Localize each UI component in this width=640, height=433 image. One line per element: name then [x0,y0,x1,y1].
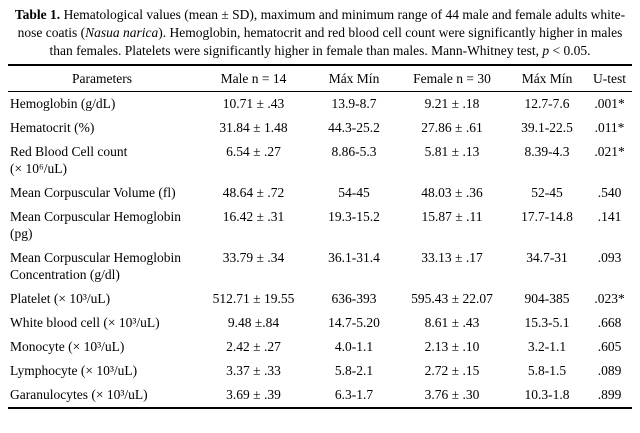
u-test-cell: .023* [594,291,625,306]
table-row: White blood cell (× 10³/uL) 9.48 ±.84 14… [8,311,632,335]
caption-text-2: ). Hemoglobin, hematocrit and red blood … [49,25,623,58]
parameter-cell: Red Blood Cell count (× 10⁶/uL) [10,144,128,176]
parameter-cell: Mean Corpuscular Volume (fl) [10,185,176,200]
female-range-cell: 39.1-22.5 [521,120,573,135]
table-body: Hemoglobin (g/dL) 10.71 ± .43 13.9-8.7 9… [8,92,632,409]
male-range-cell: 54-45 [338,185,370,200]
parameter-cell: Mean Corpuscular Hemoglobin (pg) [10,209,181,241]
header-male: Male n = 14 [196,65,311,92]
male-mean-cell: 6.54 ± .27 [226,144,281,159]
header-female: Female n = 30 [397,65,507,92]
male-range-cell: 36.1-31.4 [328,250,380,265]
female-mean-cell: 48.03 ± .36 [421,185,483,200]
male-mean-cell: 16.42 ± .31 [222,209,285,224]
female-mean-cell: 8.61 ± .43 [424,315,480,330]
male-mean-cell: 512.71 ± 19.55 [212,291,295,306]
male-range-cell: 6.3-1.7 [334,387,374,402]
male-mean-cell: 31.84 ± 1.48 [219,120,288,135]
table-row: Monocyte (× 10³/uL) 2.42 ± .27 4.0-1.1 2… [8,335,632,359]
male-mean-cell: 2.42 ± .27 [226,339,281,354]
header-female-max-min: Máx Mín [507,65,587,92]
female-mean-cell: 9.21 ± .18 [424,96,480,111]
male-mean-cell: 48.64 ± .72 [222,185,285,200]
u-test-cell: .089 [597,363,622,378]
u-test-cell: .605 [597,339,622,354]
table-row: Mean Corpuscular Hemoglobin Concentratio… [8,246,632,287]
female-mean-cell: 27.86 ± .61 [421,120,483,135]
u-test-cell: .668 [597,315,622,330]
parameter-cell: Hemoglobin (g/dL) [10,96,116,111]
female-mean-cell: 33.13 ± .17 [421,250,483,265]
female-mean-cell: 15.87 ± .11 [421,209,483,224]
caption-p-symbol: p [542,43,550,58]
parameter-cell: Monocyte (× 10³/uL) [10,339,125,354]
parameter-cell: White blood cell (× 10³/uL) [10,315,160,330]
header-u-test: U-test [587,65,632,92]
header-parameters: Parameters [8,65,196,92]
table-row: Platelet (× 10³/uL) 512.71 ± 19.55 636-3… [8,287,632,311]
male-range-cell: 14.7-5.20 [328,315,380,330]
table-row: Hemoglobin (g/dL) 10.71 ± .43 13.9-8.7 9… [8,92,632,117]
caption-species-name: Nasua narica [85,25,159,40]
male-mean-cell: 3.37 ± .33 [226,363,281,378]
caption-table-number: Table 1. [14,7,61,22]
male-range-cell: 19.3-15.2 [328,209,380,224]
male-range-cell: 636-393 [331,291,377,306]
female-mean-cell: 2.72 ± .15 [424,363,480,378]
female-range-cell: 10.3-1.8 [524,387,570,402]
table-caption: Table 1. Hematological values (mean ± SD… [13,6,627,64]
female-mean-cell: 3.76 ± .30 [424,387,480,402]
female-range-cell: 8.39-4.3 [524,144,570,159]
female-mean-cell: 2.13 ± .10 [424,339,480,354]
parameter-cell: Platelet (× 10³/uL) [10,291,111,306]
male-mean-cell: 3.69 ± .39 [226,387,281,402]
u-test-cell: .011* [594,120,625,135]
female-range-cell: 12.7-7.6 [524,96,570,111]
u-test-cell: .141 [597,209,622,224]
male-range-cell: 4.0-1.1 [334,339,374,354]
table-row: Garanulocytes (× 10³/uL) 3.69 ± .39 6.3-… [8,383,632,408]
male-mean-cell: 10.71 ± .43 [222,96,285,111]
u-test-cell: .001* [594,96,625,111]
male-mean-cell: 9.48 ±.84 [227,315,280,330]
table-row: Red Blood Cell count (× 10⁶/uL) 6.54 ± .… [8,140,632,181]
parameter-cell: Mean Corpuscular Hemoglobin Concentratio… [10,250,181,282]
male-range-cell: 44.3-25.2 [328,120,380,135]
male-mean-cell: 33.79 ± .34 [222,250,285,265]
female-mean-cell: 5.81 ± .13 [424,144,480,159]
parameter-cell: Lymphocyte (× 10³/uL) [10,363,138,378]
u-test-cell: .021* [594,144,625,159]
female-mean-cell: 595.43 ± 22.07 [411,291,493,306]
table-row: Hematocrit (%) 31.84 ± 1.48 44.3-25.2 27… [8,116,632,140]
female-range-cell: 17.7-14.8 [521,209,573,224]
u-test-cell: .899 [597,387,622,402]
header-male-max-min: Máx Mín [311,65,397,92]
u-test-cell: .093 [597,250,622,265]
table-row: Mean Corpuscular Volume (fl) 48.64 ± .72… [8,181,632,205]
female-range-cell: 904-385 [524,291,570,306]
male-range-cell: 8.86-5.3 [331,144,377,159]
caption-text-1: Hematological values (mean ± SD), maximu… [17,7,626,40]
male-range-cell: 5.8-2.1 [334,363,374,378]
female-range-cell: 52-45 [531,185,563,200]
female-range-cell: 3.2-1.1 [527,339,567,354]
male-range-cell: 13.9-8.7 [331,96,377,111]
parameter-cell: Hematocrit (%) [10,120,95,135]
table-row: Mean Corpuscular Hemoglobin (pg) 16.42 ±… [8,205,632,246]
table-row: Lymphocyte (× 10³/uL) 3.37 ± .33 5.8-2.1… [8,359,632,383]
parameter-cell: Garanulocytes (× 10³/uL) [10,387,148,402]
caption-text-3: < 0.05. [549,43,591,58]
u-test-cell: .540 [597,185,622,200]
table-header: Parameters Male n = 14 Máx Mín Female n … [8,65,632,92]
female-range-cell: 34.7-31 [526,250,568,265]
female-range-cell: 5.8-1.5 [527,363,567,378]
female-range-cell: 15.3-5.1 [524,315,570,330]
hematology-table: Parameters Male n = 14 Máx Mín Female n … [8,64,632,409]
